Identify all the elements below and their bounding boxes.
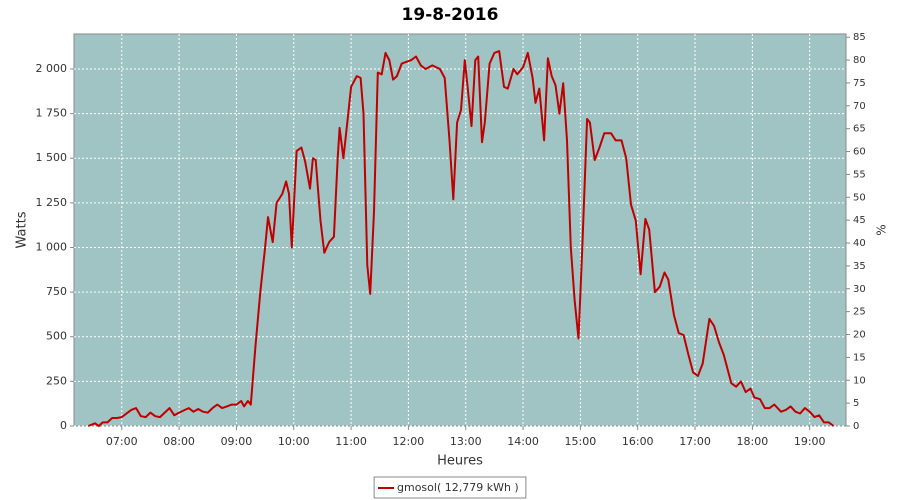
x-tick-label: 10:00 [278, 435, 310, 448]
y-tick-label: 2 000 [36, 62, 68, 75]
y2-tick-label: 20 [853, 330, 866, 341]
x-tick-label: 13:00 [450, 435, 482, 448]
x-tick-label: 11:00 [335, 435, 367, 448]
x-tick-label: 14:00 [507, 435, 539, 448]
legend-label: gmosol( 12,779 kWh ) [397, 481, 519, 494]
y2-tick-label: 70 [853, 101, 866, 112]
chart-title: 19-8-2016 [402, 5, 499, 25]
y2-tick-label: 80 [853, 55, 866, 66]
y-tick-label: 250 [46, 374, 67, 387]
y-tick-label: 1 250 [36, 196, 68, 209]
y2-tick-label: 5 [853, 398, 859, 409]
legend-box [373, 476, 527, 499]
y2-tick-label: 15 [853, 352, 866, 363]
x-tick-label: 15:00 [565, 435, 597, 448]
y-tick-label: 1 500 [36, 151, 68, 164]
x-tick-label: 08:00 [163, 435, 195, 448]
y2-tick-label: 75 [853, 78, 866, 89]
plot-area [73, 33, 847, 427]
y2-tick-label: 30 [853, 284, 866, 295]
y-tick-label: 1 750 [36, 107, 68, 120]
y-tick-label: 1 000 [36, 240, 68, 253]
y2-tick-label: 55 [853, 169, 866, 180]
y2-tick-label: 40 [853, 238, 866, 249]
y2-tick-label: 60 [853, 147, 866, 158]
y-tick-label: 0 [60, 419, 67, 432]
x-tick-label: 09:00 [221, 435, 253, 448]
y2-tick-label: 0 [853, 421, 859, 432]
x-tick-label: 19:00 [794, 435, 826, 448]
y2-tick-label: 25 [853, 307, 866, 318]
y-axis-label: Watts [15, 211, 30, 248]
x-axis-label: Heures [437, 454, 483, 469]
y2-tick-label: 85 [853, 32, 866, 43]
x-tick-label: 12:00 [393, 435, 425, 448]
x-tick-label: 07:00 [106, 435, 138, 448]
y2-axis-label: % [875, 224, 889, 235]
x-tick-label: 16:00 [622, 435, 654, 448]
y2-tick-label: 50 [853, 192, 866, 203]
y2-tick-label: 10 [853, 375, 866, 386]
series-line [87, 50, 835, 427]
y2-tick-label: 45 [853, 215, 866, 226]
y-tick-label: 500 [46, 330, 67, 343]
x-tick-label: 18:00 [737, 435, 769, 448]
y-tick-label: 750 [46, 285, 67, 298]
x-tick-label: 17:00 [679, 435, 711, 448]
y2-tick-label: 65 [853, 124, 866, 135]
y2-tick-label: 35 [853, 261, 866, 272]
